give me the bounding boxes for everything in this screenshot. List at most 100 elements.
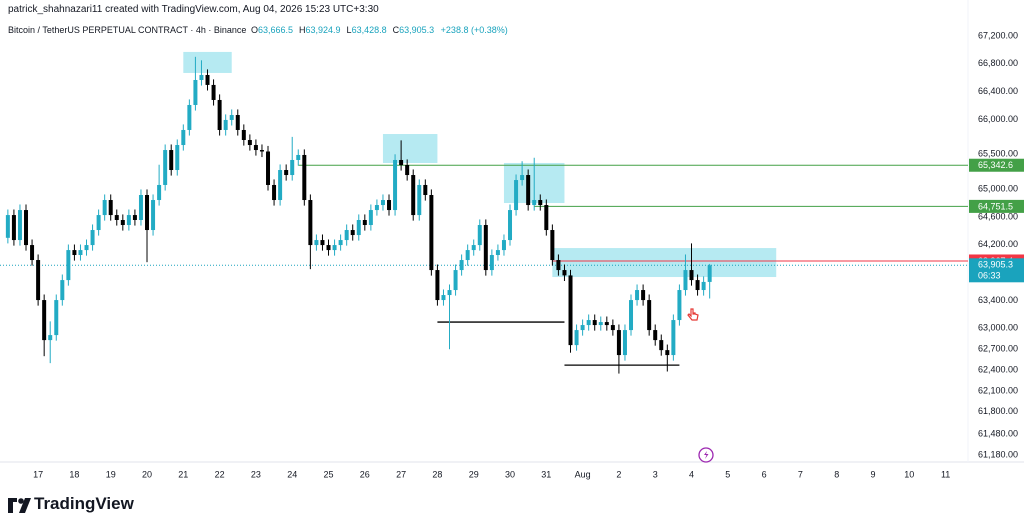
- last-price-label: 63,905.3: [978, 260, 1013, 270]
- candle-body: [54, 300, 59, 336]
- candle-body: [526, 175, 531, 206]
- candle-body: [514, 180, 519, 211]
- y-tick-label: 61,480.00: [978, 429, 1018, 439]
- candle-body: [562, 270, 567, 276]
- candle-body: [368, 210, 373, 226]
- y-tick-label: 62,100.00: [978, 385, 1018, 395]
- y-tick-label: 63,000.00: [978, 323, 1018, 333]
- candle-body: [653, 330, 658, 341]
- x-tick-label: 10: [904, 469, 914, 479]
- candle-body: [205, 74, 210, 85]
- candle-body: [532, 200, 537, 206]
- zone: [552, 248, 777, 278]
- candle-body: [266, 151, 271, 185]
- candle-body: [465, 250, 470, 261]
- candle-body: [659, 340, 664, 351]
- candle-body: [574, 330, 579, 346]
- cursor-icon: [687, 308, 699, 321]
- x-tick-label: 18: [69, 469, 79, 479]
- zone: [382, 134, 438, 163]
- x-tick-label: 6: [762, 469, 767, 479]
- candle-body: [60, 280, 65, 301]
- candle-body: [187, 104, 192, 130]
- candle-body: [641, 290, 646, 301]
- candle-body: [647, 300, 652, 331]
- candle-body: [48, 335, 53, 341]
- y-tick-label: 61,800.00: [978, 406, 1018, 416]
- ohlc-key: L: [346, 25, 352, 35]
- price-label-box: [969, 199, 1024, 213]
- candle-body: [393, 159, 398, 211]
- symbol-line: Bitcoin / TetherUS PERPETUAL CONTRACT · …: [8, 25, 512, 35]
- x-tick-label: 21: [178, 469, 188, 479]
- candle-body: [677, 290, 682, 321]
- candle-body: [429, 195, 434, 271]
- candle-body: [592, 320, 597, 326]
- candle-body: [108, 200, 113, 216]
- x-tick-label: 30: [505, 469, 515, 479]
- candle-body: [17, 210, 22, 241]
- candle-body: [362, 220, 367, 226]
- countdown-label: 06:33: [978, 271, 1001, 281]
- y-tick-label: 67,200.00: [978, 30, 1018, 40]
- candle-body: [36, 260, 41, 301]
- x-tick-label: 7: [798, 469, 803, 479]
- candle-body: [417, 184, 422, 216]
- x-tick-label: 3: [653, 469, 658, 479]
- author-line: patrick_shahnazari11 created with Tradin…: [8, 4, 379, 15]
- candle-body: [508, 210, 513, 241]
- change: +238.8 (+0.38%): [440, 25, 508, 35]
- candle-body: [163, 150, 168, 185]
- candle-body: [405, 165, 410, 176]
- x-tick-label: 23: [251, 469, 261, 479]
- candle-body: [5, 215, 10, 238]
- candle-body: [598, 322, 603, 326]
- candle-body: [199, 74, 204, 80]
- candle-body: [707, 265, 712, 282]
- candle-body: [453, 270, 458, 291]
- y-tick-label: 65,500.00: [978, 149, 1018, 159]
- plot-area: [0, 51, 968, 374]
- candle-body: [84, 245, 89, 251]
- x-tick-label: 4: [689, 469, 694, 479]
- candle-body: [102, 200, 107, 216]
- candle-body: [411, 175, 416, 216]
- candle-body: [550, 230, 555, 261]
- brand: TradingView: [34, 494, 134, 513]
- x-tick-label: 29: [469, 469, 479, 479]
- y-tick-label: 63,400.00: [978, 295, 1018, 305]
- candle-body: [157, 184, 162, 201]
- ohlc-value: 63,428.8: [351, 25, 387, 35]
- candle-body: [332, 245, 337, 251]
- candle-body: [253, 145, 258, 151]
- candle-body: [344, 230, 349, 241]
- y-tick-label: 64,600.00: [978, 211, 1018, 221]
- candle-body: [278, 170, 283, 201]
- candle-body: [229, 115, 234, 120]
- x-tick-label: 11: [941, 469, 950, 479]
- candle-body: [114, 215, 119, 220]
- candle-body: [380, 200, 385, 206]
- candle-body: [629, 300, 634, 331]
- candle-body: [495, 250, 500, 256]
- candle-body: [701, 281, 706, 291]
- x-tick-label: Aug: [575, 469, 591, 479]
- ohlc-key: H: [299, 25, 306, 35]
- candle-body: [568, 275, 573, 346]
- x-tick-label: 26: [360, 469, 370, 479]
- x-tick-label: 8: [834, 469, 839, 479]
- candle-body: [24, 210, 29, 246]
- x-tick-label: 24: [287, 469, 297, 479]
- x-tick-label: 20: [142, 469, 152, 479]
- candle-body: [622, 330, 627, 356]
- candle-body: [435, 270, 440, 301]
- ohlc-value: 63,905.3: [399, 25, 435, 35]
- ohlc-key: C: [392, 25, 400, 35]
- last-price-box: [969, 258, 1024, 283]
- candle-body: [78, 250, 83, 256]
- y-tick-label: 62,400.00: [978, 364, 1018, 374]
- y-tick-label: 61,180.00: [978, 449, 1018, 459]
- candle-body: [308, 200, 313, 246]
